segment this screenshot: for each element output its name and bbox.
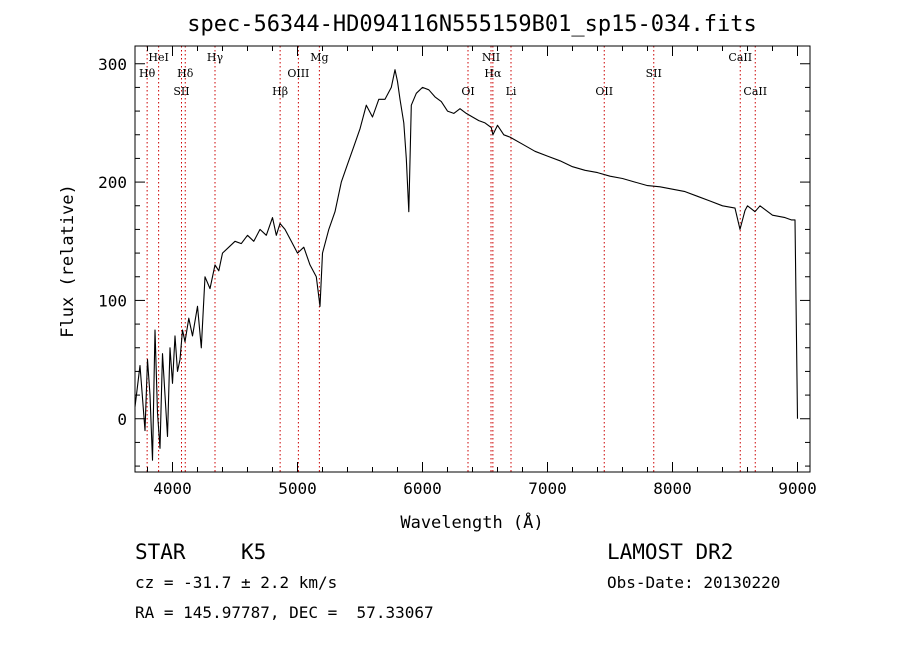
x-tick-label-0: 4000: [153, 479, 192, 498]
line-label-8: OI: [461, 85, 474, 98]
y-tick-label-0: 0: [117, 410, 127, 429]
y-tick-label-3: 300: [98, 55, 127, 74]
y-tick-label-2: 200: [98, 173, 127, 192]
line-label-13: SII: [646, 67, 662, 80]
plot-frame: [134, 45, 811, 473]
line-label-14: CaII: [728, 51, 752, 64]
spectrum-line-0: [134, 69, 799, 461]
chart-title: spec-56344-HD094116N555159B01_sp15-034.f…: [187, 12, 757, 37]
line-label-7: Mg: [310, 51, 328, 64]
line-label-5: Hβ: [272, 85, 288, 98]
x-tick-label-2: 6000: [403, 479, 442, 498]
y-axis-label: Flux (relative): [58, 184, 78, 338]
line-label-11: Li: [506, 85, 517, 98]
x-tick-label-3: 7000: [528, 479, 567, 498]
x-axis-label: Wavelength (Å): [400, 511, 543, 533]
line-label-10: Hα: [484, 67, 502, 80]
line-label-0: Hθ: [139, 67, 156, 80]
line-label-3: Hδ: [177, 67, 194, 80]
x-tick-label-4: 8000: [653, 479, 692, 498]
line-label-2: SII: [173, 85, 189, 98]
x-tick-label-1: 5000: [278, 479, 317, 498]
line-label-12: OII: [595, 85, 613, 98]
survey-name: LAMOST DR2: [607, 540, 734, 564]
coords-text: RA = 145.97787, DEC = 57.33067: [135, 603, 434, 622]
line-label-4: Hγ: [207, 51, 224, 64]
object-class: STAR: [135, 540, 186, 564]
x-tick-label-5: 9000: [778, 479, 817, 498]
line-label-1: HeI: [148, 51, 168, 64]
line-label-6: OIII: [287, 67, 309, 80]
line-label-15: CaII: [743, 85, 767, 98]
line-label-9: NII: [482, 51, 500, 64]
redshift-text: cz = -31.7 ± 2.2 km/s: [135, 573, 338, 592]
y-tick-label-1: 100: [98, 291, 127, 310]
object-subclass: K5: [241, 540, 267, 564]
obs-date-text: Obs-Date: 20130220: [607, 573, 781, 592]
